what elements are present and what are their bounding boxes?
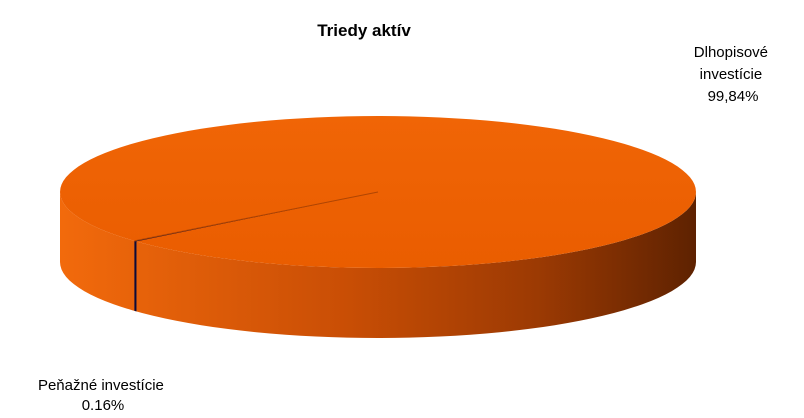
slice-label-cash-value: 0.16% xyxy=(82,397,125,413)
slice-label-bonds-line-1: Dlhopisové xyxy=(694,44,768,61)
slice-label-bonds-value: 99,84% xyxy=(708,88,759,105)
slice-side-cash xyxy=(134,240,137,312)
slice-side-bonds xyxy=(60,192,696,338)
chart-title: Triedy aktív xyxy=(317,21,411,40)
slice-label-bonds-line-2: investície xyxy=(700,66,763,83)
slice-divider xyxy=(134,191,379,242)
slice-label-bonds: Dlhopisové investície 99,84% xyxy=(694,44,772,105)
slice-label-cash-line-1: Peňažné investície xyxy=(38,377,164,394)
pie-body xyxy=(60,116,696,338)
slice-label-cash: Peňažné investície 0.16% xyxy=(38,377,168,413)
